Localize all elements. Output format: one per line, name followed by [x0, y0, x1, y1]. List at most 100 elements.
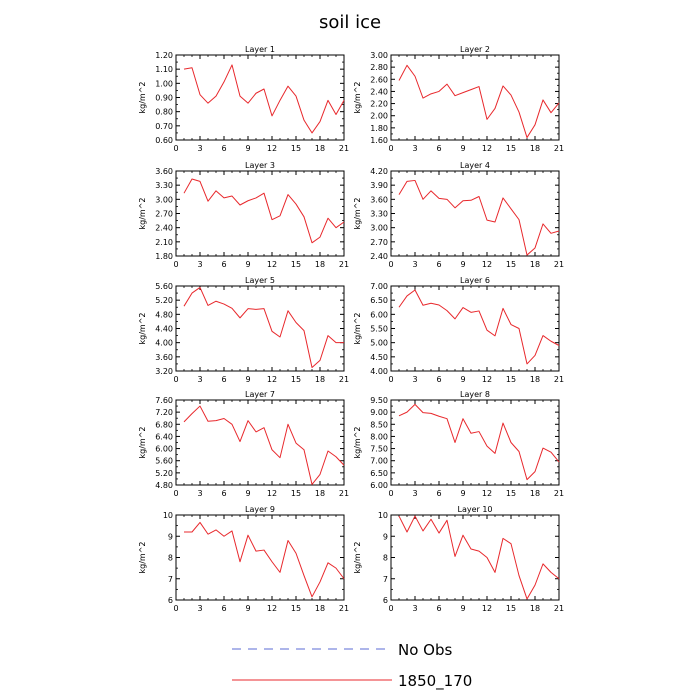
panel-layer-7: Layer 7 0 3 6 9 12 15 18 21 4.80 5.20 5.60 6.00 6.40 6…: [138, 390, 349, 498]
y-tick-label: 2.40: [370, 87, 388, 96]
x-tick-label: 21: [339, 260, 349, 269]
y-axis-label: kg/m^2: [138, 198, 147, 230]
x-tick-label: 0: [388, 604, 393, 613]
x-tick-label: 12: [482, 260, 492, 269]
y-tick-label: 5.20: [155, 469, 173, 478]
x-tick-label: 12: [267, 144, 277, 153]
y-tick-label: 4.80: [155, 310, 173, 319]
x-tick-label: 0: [388, 489, 393, 498]
y-tick-label: 0.70: [155, 122, 173, 131]
x-tick-label: 9: [460, 604, 465, 613]
x-tick-label: 12: [482, 489, 492, 498]
x-tick-label: 9: [245, 144, 250, 153]
panel-title: Layer 2: [460, 45, 490, 54]
x-tick-label: 15: [506, 604, 516, 613]
x-tick-label: 18: [530, 604, 540, 613]
y-tick-label: 6: [168, 596, 173, 605]
y-tick-label: 9: [383, 532, 388, 541]
series-line-1850-170: [398, 179, 560, 256]
y-tick-label: 2.80: [370, 63, 388, 72]
y-tick-label: 8: [383, 554, 388, 563]
y-tick-label: 3.60: [155, 353, 173, 362]
panel-layer-6: Layer 6 0 3 6 9 12 15 18 21 4.00 4.50 5.00 5.50 6.00 6…: [353, 276, 564, 384]
y-tick-label: 2.70: [155, 210, 173, 219]
series-line-1850-170: [183, 64, 345, 134]
y-tick-label: 3.00: [155, 195, 173, 204]
y-tick-label: 7.60: [155, 396, 173, 405]
x-tick-label: 18: [530, 260, 540, 269]
y-tick-label: 2.20: [370, 100, 388, 109]
x-tick-label: 18: [315, 604, 325, 613]
y-tick-label: 6.00: [370, 310, 388, 319]
y-tick-label: 10: [163, 511, 173, 520]
series-line-1850-170: [184, 521, 345, 598]
x-tick-label: 3: [197, 260, 202, 269]
x-tick-label: 9: [245, 604, 250, 613]
x-tick-label: 9: [460, 144, 465, 153]
plot-frame: [390, 285, 560, 372]
x-tick-label: 15: [291, 375, 301, 384]
y-tick-label: 9: [168, 532, 173, 541]
x-tick-label: 18: [530, 375, 540, 384]
x-tick-label: 3: [197, 489, 202, 498]
y-tick-label: 8.00: [370, 432, 388, 441]
y-tick-label: 5.60: [155, 282, 173, 291]
x-tick-label: 0: [388, 144, 393, 153]
y-tick-label: 1.80: [370, 124, 388, 133]
x-tick-label: 6: [221, 489, 226, 498]
y-tick-label: 4.50: [370, 353, 388, 362]
x-tick-label: 3: [197, 604, 202, 613]
y-tick-label: 3.60: [370, 195, 388, 204]
y-tick-label: 4.00: [370, 367, 388, 376]
panel-title: Layer 6: [460, 276, 490, 285]
panel-title: Layer 1: [245, 45, 275, 54]
panel-title: Layer 10: [457, 505, 492, 514]
x-tick-label: 21: [554, 144, 564, 153]
y-tick-label: 7.00: [370, 282, 388, 291]
x-tick-label: 0: [388, 375, 393, 384]
y-tick-label: 5.00: [370, 339, 388, 348]
y-tick-label: 1.20: [155, 51, 173, 60]
x-tick-label: 3: [197, 375, 202, 384]
y-tick-label: 6.00: [370, 481, 388, 490]
y-tick-label: 6.50: [370, 296, 388, 305]
y-tick-label: 5.20: [155, 296, 173, 305]
y-axis-label: kg/m^2: [138, 427, 147, 459]
panel-title: Layer 3: [245, 161, 275, 170]
x-tick-label: 21: [339, 489, 349, 498]
x-tick-label: 6: [221, 144, 226, 153]
y-tick-label: 10: [378, 511, 388, 520]
y-tick-label: 6.50: [370, 469, 388, 478]
panel-layer-3: Layer 3 0 3 6 9 12 15 18 21 1.80 2.10 2.40 2.70 3.00 3…: [138, 161, 349, 269]
y-axis-label: kg/m^2: [353, 542, 362, 574]
x-tick-label: 9: [460, 375, 465, 384]
y-axis-label: kg/m^2: [138, 313, 147, 345]
x-tick-label: 18: [315, 375, 325, 384]
y-tick-label: 3.00: [370, 51, 388, 60]
x-tick-label: 6: [221, 604, 226, 613]
x-tick-label: 12: [267, 604, 277, 613]
x-tick-label: 3: [412, 375, 417, 384]
x-tick-label: 15: [506, 489, 516, 498]
panel-title: Layer 4: [460, 161, 490, 170]
y-tick-label: 4.40: [155, 325, 173, 334]
y-tick-label: 6.40: [155, 432, 173, 441]
legend: No Obs 1850_170: [232, 641, 472, 691]
x-tick-label: 18: [315, 260, 325, 269]
x-tick-label: 12: [482, 144, 492, 153]
x-tick-label: 0: [388, 260, 393, 269]
plot-frame: [175, 285, 345, 372]
series-line-1850-170: [183, 178, 345, 244]
x-tick-label: 3: [197, 144, 202, 153]
x-tick-label: 12: [482, 604, 492, 613]
y-tick-label: 7.50: [370, 445, 388, 454]
y-tick-label: 1.60: [370, 136, 388, 145]
panel-title: Layer 5: [245, 276, 275, 285]
x-tick-label: 21: [339, 144, 349, 153]
y-tick-label: 4.80: [155, 481, 173, 490]
plot-frame: [175, 399, 345, 486]
y-tick-label: 6.80: [155, 420, 173, 429]
y-tick-label: 7: [383, 575, 388, 584]
x-tick-label: 15: [291, 489, 301, 498]
